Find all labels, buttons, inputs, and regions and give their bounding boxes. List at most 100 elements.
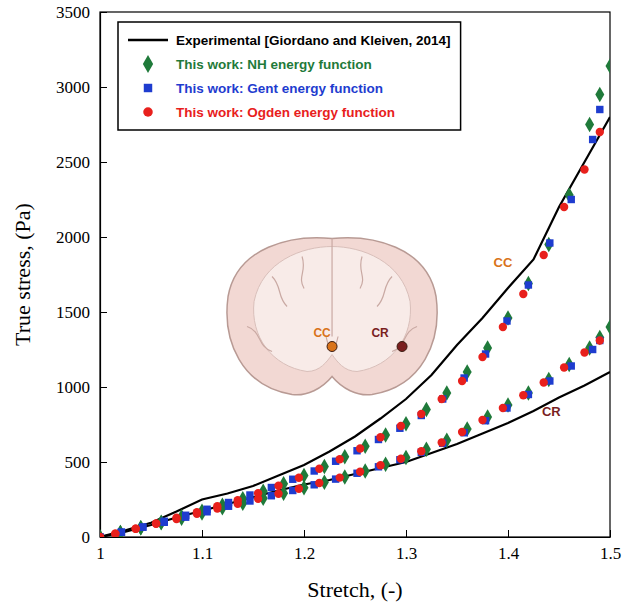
point <box>172 515 180 523</box>
x-axis-title: Stretch, (-) <box>307 577 402 602</box>
point <box>519 290 527 298</box>
brain-outline <box>227 238 437 395</box>
point <box>111 530 119 537</box>
point <box>596 106 603 113</box>
point <box>596 128 604 136</box>
y-tick: 500 <box>65 453 108 472</box>
point <box>376 461 384 469</box>
point <box>376 433 384 441</box>
x-tick-label: 1.4 <box>498 544 520 563</box>
point <box>139 523 146 530</box>
y-tick: 3500 <box>56 3 107 22</box>
point <box>438 438 446 446</box>
y-tick-mark <box>100 237 107 238</box>
point <box>336 473 344 481</box>
point <box>100 529 104 537</box>
point <box>152 520 160 528</box>
y-tick-label: 1000 <box>56 378 90 397</box>
point <box>606 319 610 335</box>
y-tick-label: 0 <box>82 528 91 547</box>
region-dot <box>397 342 407 352</box>
point <box>596 337 603 344</box>
point <box>519 391 527 399</box>
point <box>525 281 532 288</box>
point <box>193 510 201 518</box>
brain-folds <box>247 239 417 352</box>
y-tick-mark <box>100 312 107 313</box>
point <box>595 330 604 346</box>
point <box>544 237 553 253</box>
point <box>478 416 486 424</box>
series <box>100 128 604 537</box>
point <box>100 533 104 537</box>
x-tick-label: 1.2 <box>294 544 315 563</box>
legend-swatch <box>144 84 152 92</box>
x-tick: 1.4 <box>498 530 520 563</box>
y-axis-title: True stress, (Pa) <box>10 203 35 346</box>
x-tick-mark <box>202 530 203 537</box>
curve-region-label: CC <box>494 255 513 270</box>
point <box>580 165 588 173</box>
curve-region-label: CR <box>542 404 561 419</box>
point <box>213 504 221 512</box>
x-tick: 1.3 <box>396 530 417 563</box>
point <box>356 444 364 452</box>
point <box>203 508 210 515</box>
x-axis: 1 1.1 1.2 1.3 1.4 1.5 <box>96 530 621 563</box>
curve-line <box>100 372 610 537</box>
point <box>596 336 604 344</box>
point <box>225 503 232 510</box>
chart: CC CR 1 1.1 1.2 1.3 1.4 1.5 0 500 1000 1500 2000 2500… <box>0 0 638 611</box>
point <box>100 533 104 537</box>
legend-label: This work: NH energy function <box>176 57 372 72</box>
point <box>152 519 160 527</box>
y-tick-mark <box>100 87 107 88</box>
point <box>397 455 405 463</box>
point <box>438 395 446 403</box>
point <box>100 533 104 537</box>
x-tick-label: 1.5 <box>600 544 621 563</box>
point <box>182 513 189 520</box>
series <box>100 117 610 537</box>
plot-frame <box>100 12 610 537</box>
legend-swatch <box>128 39 168 42</box>
point <box>540 251 548 259</box>
y-tick-label: 1500 <box>56 303 90 322</box>
point <box>161 519 168 526</box>
point <box>458 428 466 436</box>
point <box>560 203 568 211</box>
point <box>132 525 140 533</box>
point <box>606 58 610 74</box>
point <box>274 482 282 490</box>
point <box>100 529 104 537</box>
point <box>315 465 323 473</box>
point <box>499 404 507 412</box>
y-tick-label: 2500 <box>56 153 90 172</box>
point <box>268 492 275 499</box>
legend: Experimental [Giordano and Kleiven, 2014… <box>118 22 461 130</box>
legend-swatch <box>143 107 153 117</box>
point <box>417 447 425 455</box>
y-tick-label: 500 <box>65 453 91 472</box>
x-tick-label: 1 <box>96 544 105 563</box>
y-tick: 3000 <box>56 78 107 97</box>
point <box>524 276 533 292</box>
point <box>540 378 548 386</box>
y-tick-label: 2000 <box>56 228 90 247</box>
x-tick-label: 1.3 <box>396 544 417 563</box>
point <box>595 87 604 103</box>
region-dot <box>327 342 337 352</box>
point <box>274 490 282 498</box>
y-tick-label: 3500 <box>56 3 90 22</box>
point <box>246 497 253 504</box>
y-tick-mark <box>100 387 107 388</box>
y-tick: 2000 <box>56 228 107 247</box>
x-tick: 1.1 <box>192 530 213 563</box>
series <box>100 106 604 537</box>
point <box>499 323 507 331</box>
x-tick: 1.2 <box>294 530 315 563</box>
point <box>417 410 425 418</box>
legend-label: This work: Gent energy function <box>176 81 383 96</box>
point <box>139 523 146 530</box>
point <box>458 377 466 385</box>
